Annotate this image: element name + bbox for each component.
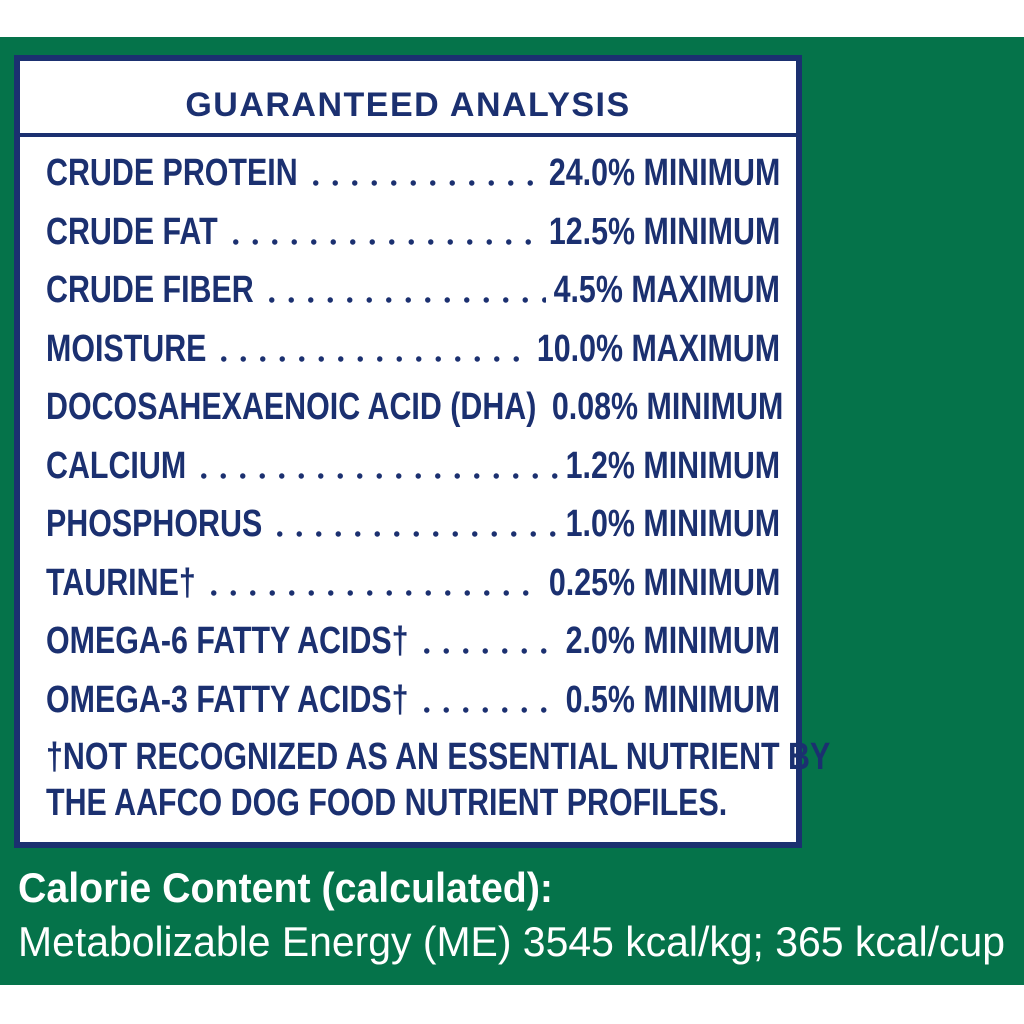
nutrient-row: TAURINE† 0.25% MINIMUM	[46, 555, 780, 605]
footnote-line: †NOT RECOGNIZED AS AN ESSENTIAL NUTRIENT…	[46, 736, 831, 778]
footnote-line: THE AAFCO DOG FOOD NUTRIENT PROFILES.	[46, 782, 728, 824]
nutrient-row: DOCOSAHEXAENOIC ACID (DHA) 0.08% MINIMUM	[46, 379, 784, 429]
label-wrap: OMEGA-3 FATTY ACIDS†	[46, 679, 409, 722]
panel-title: GUARANTEED ANALYSIS	[185, 86, 631, 124]
value-wrap: 1.2% MINIMUM	[565, 444, 780, 488]
value-wrap: 0.25% MINIMUM	[549, 562, 780, 605]
nutrient-value: 1.0% MINIMUM	[565, 503, 780, 545]
value-wrap: 24.0% MINIMUM	[549, 152, 780, 195]
nutrient-name: OMEGA-3 FATTY ACIDS†	[46, 678, 409, 721]
nutrient-name: CRUDE FAT	[46, 210, 218, 253]
label-wrap: OMEGA-6 FATTY ACIDS†	[46, 620, 409, 663]
title-rule	[20, 133, 796, 137]
calorie-heading: Calorie Content (calculated):	[18, 864, 553, 911]
label-wrap: CALCIUM	[46, 445, 186, 488]
nutrient-name: OMEGA-6 FATTY ACIDS†	[46, 620, 409, 662]
nutrient-value: 1.2% MINIMUM	[565, 444, 780, 487]
nutrient-value: 0.08% MINIMUM	[552, 386, 784, 428]
leader-dots	[416, 702, 558, 717]
nutrient-row: CALCIUM 1.2% MINIMUM	[46, 438, 780, 488]
label-wrap: PHOSPHORUS	[46, 503, 262, 546]
nutrient-name: PHOSPHORUS	[46, 503, 263, 545]
leader-dots	[194, 468, 558, 483]
value-wrap: 0.5% MINIMUM	[565, 678, 780, 722]
leader-dots	[261, 293, 546, 307]
nutrient-value: 4.5% MAXIMUM	[553, 269, 780, 311]
label-wrap: DOCOSAHEXAENOIC ACID (DHA)	[46, 386, 536, 429]
nutrient-row: OMEGA-6 FATTY ACIDS† 2.0% MINIMUM	[46, 613, 780, 663]
leader-dots	[305, 176, 541, 190]
nutrient-name: MOISTURE	[46, 327, 207, 370]
nutrient-name: CRUDE PROTEIN	[46, 152, 298, 194]
leader-dots	[416, 644, 558, 658]
nutrient-value: 10.0% MAXIMUM	[536, 327, 780, 370]
value-wrap: 10.0% MAXIMUM	[537, 328, 780, 371]
label-wrap: MOISTURE	[46, 328, 206, 371]
leader-dots	[270, 527, 558, 541]
nutrient-name: TAURINE†	[46, 561, 196, 604]
nutrient-value: 2.0% MINIMUM	[565, 620, 780, 662]
value-wrap: 1.0% MINIMUM	[565, 503, 780, 546]
leader-dots	[203, 585, 541, 600]
nutrient-value: 0.25% MINIMUM	[548, 561, 780, 604]
leader-dots	[214, 351, 529, 366]
nutrient-name: DOCOSAHEXAENOIC ACID (DHA)	[46, 386, 537, 428]
label-wrap: TAURINE†	[46, 562, 196, 605]
value-wrap: 2.0% MINIMUM	[565, 620, 780, 663]
nutrient-value: 12.5% MINIMUM	[548, 210, 780, 253]
calorie-text: Metabolizable Energy (ME) 3545 kcal/kg; …	[18, 918, 1005, 965]
label-wrap: CRUDE FAT	[46, 211, 218, 254]
nutrient-row: PHOSPHORUS 1.0% MINIMUM	[46, 496, 780, 546]
leader-dots	[225, 234, 541, 249]
value-wrap: 4.5% MAXIMUM	[554, 269, 780, 312]
nutrient-row: CRUDE FAT 12.5% MINIMUM	[46, 204, 780, 254]
value-wrap: 0.08% MINIMUM	[552, 386, 783, 429]
value-wrap: 12.5% MINIMUM	[549, 211, 780, 254]
nutrient-value: 24.0% MINIMUM	[548, 152, 780, 194]
nutrient-name: CALCIUM	[46, 444, 187, 487]
nutrient-name: CRUDE FIBER	[46, 269, 254, 311]
nutrient-row: CRUDE PROTEIN 24.0% MINIMUM	[46, 145, 780, 195]
nutrient-row: CRUDE FIBER 4.5% MAXIMUM	[46, 262, 780, 312]
analysis-panel: GUARANTEED ANALYSIS CRUDE PROTEIN 24.0% M…	[14, 55, 830, 848]
nutrient-value: 0.5% MINIMUM	[565, 678, 780, 721]
label-wrap: CRUDE FIBER	[46, 269, 254, 312]
nutrient-row: MOISTURE 10.0% MAXIMUM	[46, 321, 780, 371]
label-wrap: CRUDE PROTEIN	[46, 152, 298, 195]
nutrient-row: OMEGA-3 FATTY ACIDS† 0.5% MINIMUM	[46, 672, 780, 722]
